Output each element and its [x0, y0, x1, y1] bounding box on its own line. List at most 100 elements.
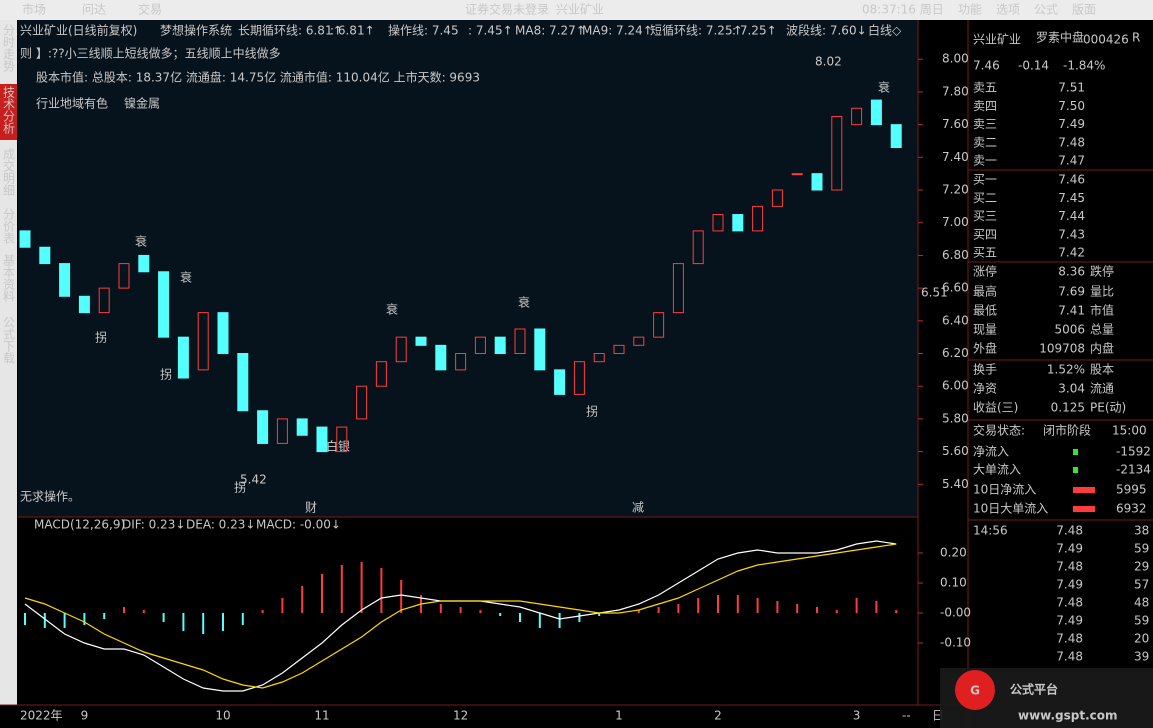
flow-label: 净流入: [973, 445, 1009, 459]
trade-price: 7.48: [1056, 524, 1083, 538]
stat-label: 外盘: [973, 341, 997, 356]
menu-item[interactable]: 问达: [82, 3, 106, 17]
menu-stock: 兴业矿业: [556, 3, 604, 17]
candle: [435, 344, 447, 371]
menu-item[interactable]: 选项: [996, 3, 1020, 17]
indicator-value: 短循环线: 7.25↑: [650, 24, 743, 38]
flow-bar: [1073, 506, 1095, 512]
x-tick-label: 9: [81, 709, 89, 723]
logo-icon-letter: G: [970, 684, 980, 698]
status-label: 交易状态:: [973, 423, 1025, 438]
menu-item[interactable]: 市场: [22, 2, 46, 17]
candle: [870, 99, 882, 126]
system-name: 梦想操作系统: [160, 23, 232, 38]
stat-value: 1.52%: [1047, 363, 1085, 377]
book-price: 7.51: [1058, 81, 1085, 95]
y-tick-label: 7.80: [942, 84, 969, 98]
indicator-value: 波段线: 7.60↓: [786, 23, 867, 38]
side-tab[interactable]: 成交明细: [2, 148, 16, 196]
stat-label: 现量: [973, 323, 997, 337]
book-price: 7.46: [1058, 173, 1085, 187]
candle: [692, 230, 704, 265]
book-label: 卖二: [973, 135, 997, 149]
indicator-value: 长期循环线: 6.81↑: [238, 24, 343, 38]
candle: [316, 426, 328, 453]
book-label: 买四: [973, 227, 997, 241]
trade-volume: 20: [1134, 632, 1149, 646]
cursor-price: 6.51: [921, 286, 948, 300]
trade-volume: 59: [1134, 542, 1149, 556]
candle: [494, 336, 506, 355]
side-tab-bar: [0, 20, 17, 705]
trade-price: 7.48: [1056, 650, 1083, 664]
flow-label: 大单流入: [973, 463, 1021, 477]
trade-price: 7.49: [1056, 614, 1083, 628]
x-tick-label: 3: [853, 709, 861, 723]
flow-bar: [1073, 467, 1078, 473]
stat-value: 3.04: [1058, 382, 1085, 396]
indicator-value: 操作线: 7.45: [388, 23, 459, 38]
y-tick-label: 5.40: [942, 477, 969, 491]
y-tick-label: 0.20: [940, 546, 967, 560]
candle: [138, 254, 150, 273]
y-tick-label: 6.60: [942, 281, 969, 295]
candle: [19, 230, 31, 248]
flow-value: 5995: [1116, 483, 1147, 497]
book-label: 买五: [973, 246, 997, 260]
flow-bar: [1073, 487, 1095, 493]
side-tab[interactable]: 基本资料: [2, 254, 16, 302]
candle: [78, 295, 90, 314]
candle: [712, 214, 724, 232]
logo-brand: 公式平台: [1010, 682, 1058, 697]
annotation: 拐: [160, 367, 172, 382]
candle: [811, 173, 823, 191]
candle: [276, 418, 288, 444]
stat-label: 内盘: [1090, 341, 1114, 356]
annotation: 衰: [386, 302, 398, 317]
candle: [851, 107, 863, 126]
y-tick-label: 5.80: [942, 411, 969, 425]
menu-bar: [0, 0, 1153, 20]
y-tick-label: 5.60: [942, 444, 969, 458]
side-tab[interactable]: 技术分析: [2, 86, 16, 135]
candle: [573, 361, 585, 395]
candle: [633, 336, 645, 346]
candle: [593, 353, 605, 363]
candle: [237, 353, 249, 412]
book-price: 7.48: [1058, 135, 1085, 149]
annotation: 白银: [326, 439, 350, 454]
side-tab[interactable]: 分价表: [2, 208, 16, 244]
book-label: 卖三: [973, 117, 997, 131]
indicator-value: 白线◇: [868, 23, 902, 38]
book-label: 买二: [973, 191, 997, 205]
last-price: 7.46: [973, 59, 1000, 73]
side-tab[interactable]: 公式下载: [2, 316, 16, 365]
candle: [653, 312, 665, 338]
flow-label: 10日净流入: [973, 483, 1036, 497]
book-label: 买一: [973, 173, 997, 187]
menu-item[interactable]: 公式: [1034, 3, 1058, 17]
candle: [732, 214, 744, 232]
flow-label: 10日大单流入: [973, 502, 1048, 516]
flow-value: -1592: [1116, 445, 1151, 459]
candle: [554, 369, 566, 395]
menu-item[interactable]: 交易: [138, 2, 162, 17]
strategy-note: 则 】:??小三线顺上短线做多；五线顺上中线做多: [20, 46, 281, 61]
y-tick-label: 6.20: [942, 346, 969, 360]
candle: [415, 336, 427, 346]
stat-value: 0.125: [1051, 401, 1085, 415]
flow-value: -2134: [1116, 463, 1151, 477]
stat-label: 总量: [1090, 323, 1114, 337]
stat-label: 市值: [1090, 303, 1114, 318]
stat-label: 最低: [973, 304, 997, 318]
trade-price: 7.49: [1056, 542, 1083, 556]
stat-label: 换手: [973, 363, 997, 377]
menu-item[interactable]: 版面: [1072, 3, 1096, 17]
annotation: 拐: [95, 330, 107, 345]
menu-item[interactable]: 功能: [958, 3, 982, 17]
macd-header: MACD(12,26,9): [34, 518, 125, 532]
side-tab[interactable]: 分时走势: [2, 24, 16, 72]
stat-label: 跌停: [1090, 264, 1114, 279]
book-price: 7.45: [1058, 191, 1085, 205]
candle: [831, 115, 843, 191]
